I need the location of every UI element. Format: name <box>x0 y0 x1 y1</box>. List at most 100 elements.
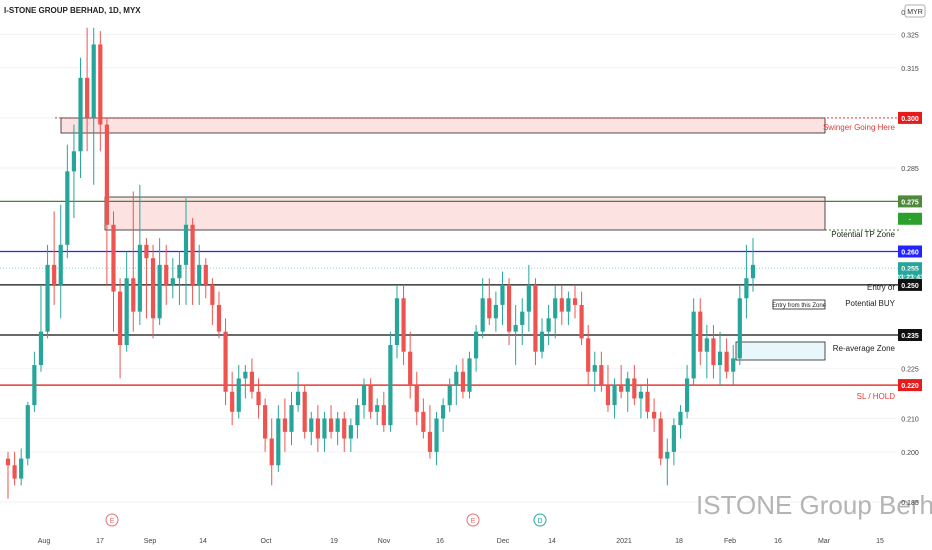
candle <box>750 238 756 292</box>
candle <box>394 284 400 359</box>
candle <box>38 284 44 372</box>
candle-body <box>737 298 742 359</box>
candle <box>71 124 77 219</box>
candle-body <box>282 418 288 432</box>
price-badge-text: · <box>909 217 911 224</box>
candle-body <box>236 378 241 412</box>
candle <box>441 398 446 432</box>
candle-body <box>487 298 492 319</box>
candle <box>487 278 492 325</box>
candle <box>684 365 690 419</box>
time-axis[interactable]: Aug 17 Sep 14 Oct 19 Nov 16 Dec 14 2021 18 Feb 16 Mar 1… <box>38 538 884 545</box>
candle-body <box>243 371 248 379</box>
candle <box>210 278 215 325</box>
price-badge: 0.275 <box>898 195 922 208</box>
candle <box>619 365 624 399</box>
candle <box>678 405 683 439</box>
candle <box>12 451 17 486</box>
candle <box>454 365 459 406</box>
candle-body <box>599 365 604 386</box>
candle <box>460 358 466 399</box>
candle-body <box>559 298 564 312</box>
candle-body <box>619 385 624 392</box>
candle-body <box>572 298 578 305</box>
candle-body <box>500 284 505 305</box>
candle <box>526 264 531 332</box>
price-tick: 0.225 <box>901 366 919 373</box>
time-tick: 14 <box>199 538 207 545</box>
candle-body <box>45 264 50 332</box>
price-tick: 0.200 <box>901 450 919 457</box>
time-tick: 14 <box>548 538 556 545</box>
candle <box>177 251 182 305</box>
candle <box>144 238 149 319</box>
candle-body <box>65 171 70 245</box>
watermark: ISTONE Group Berhad <box>696 490 932 520</box>
candle-body <box>368 385 373 412</box>
price-badge: 0.260 <box>898 245 922 258</box>
candle-body <box>711 338 716 366</box>
candle-body <box>315 418 320 439</box>
candle-body <box>493 304 498 319</box>
candle <box>671 418 676 466</box>
candle <box>243 365 248 399</box>
candle <box>737 284 742 366</box>
candle-body <box>322 418 327 439</box>
event-marker[interactable]: D <box>533 513 547 527</box>
candle-body <box>652 411 657 419</box>
price-axis[interactable]: 0.3250.3150.2850.2250.2100.2000.1850.335… <box>896 10 924 507</box>
candle-body <box>5 458 11 466</box>
candle-body <box>520 311 525 325</box>
candle <box>236 365 241 419</box>
candle-body <box>164 264 169 285</box>
candle-body <box>612 385 617 406</box>
candle-body <box>388 345 393 426</box>
candle-body <box>381 405 386 426</box>
candle-body <box>632 378 637 399</box>
candle <box>104 117 109 285</box>
tp-label: Potential TP Zone <box>831 230 895 239</box>
candle-body <box>58 244 63 285</box>
price-badge-text: 0.260 <box>901 250 919 257</box>
price-badge-bg <box>898 111 922 124</box>
drawing-zones[interactable] <box>60 117 826 361</box>
candle <box>368 378 373 419</box>
event-marker[interactable]: E <box>466 513 480 527</box>
candles <box>5 27 756 499</box>
candle-body <box>355 405 360 426</box>
event-marker-label: E <box>110 518 115 525</box>
candle-body <box>78 77 83 152</box>
candle-body <box>183 224 189 265</box>
price-badge-text: 0.275 <box>901 199 919 206</box>
candle-body <box>506 284 512 332</box>
price-badge: 0.300 <box>898 111 922 124</box>
candle <box>328 405 334 439</box>
candle-body <box>744 278 749 299</box>
candle <box>315 405 320 452</box>
candle-body <box>408 351 413 386</box>
candle <box>98 31 103 152</box>
candle <box>724 338 729 379</box>
candle <box>355 398 360 439</box>
candle <box>599 351 604 392</box>
event-marker[interactable]: E <box>105 513 119 527</box>
price-badge-text: 0.300 <box>901 116 919 123</box>
time-tick: Nov <box>378 538 391 545</box>
price-tick: 0.210 <box>901 417 919 424</box>
time-tick: Dec <box>497 538 510 545</box>
event-marker-circle <box>533 513 547 527</box>
candle-body <box>704 338 709 352</box>
candle-body <box>678 411 683 426</box>
time-tick: Feb <box>724 538 736 545</box>
candle-body <box>295 391 301 406</box>
candle-body <box>434 418 439 452</box>
candle <box>230 371 235 426</box>
candle-body <box>698 311 703 352</box>
currency-badge[interactable]: MYR <box>904 4 926 18</box>
candle-body <box>546 318 551 332</box>
candle-body <box>52 264 57 285</box>
candle <box>19 448 24 486</box>
price-tick: 0.325 <box>901 32 919 39</box>
